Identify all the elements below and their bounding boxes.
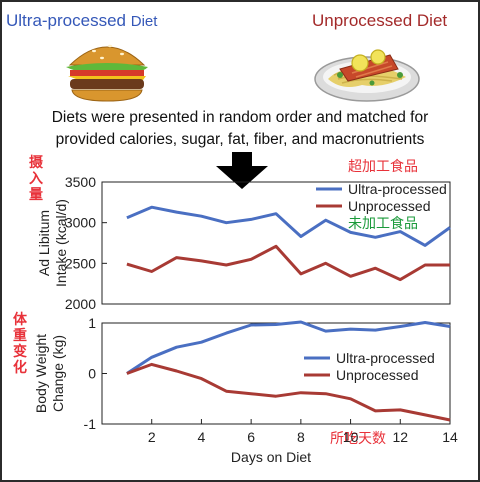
intake-ytick-label: 3000 [65, 215, 96, 231]
ultra-processed-heading-text: Ultra-processed [6, 11, 126, 30]
ultra-processed-heading-suffix: Diet [130, 13, 158, 30]
burger-icon [66, 44, 148, 102]
intake-ytick-label: 2500 [65, 255, 96, 271]
weight-ylabel-line: Change (kg) [50, 335, 66, 412]
weight-legend-label-1: Unprocessed [336, 367, 419, 383]
days-annotation-cn: 所吃天数 [330, 431, 386, 447]
weight-series-line-0 [126, 320, 451, 375]
intake-ytick-label: 2000 [65, 296, 96, 312]
weight-series-line-1 [126, 362, 451, 422]
intake-plot-frame [101, 181, 451, 305]
weight-ylabel-line: Body Weight [33, 334, 49, 413]
down-arrow-icon [216, 152, 268, 189]
weight-xtick-label: 6 [247, 429, 255, 445]
weight-ytick-label: -1 [84, 416, 97, 432]
weight-ytick-label: 1 [88, 315, 96, 331]
intake-series-line-0 [126, 205, 451, 247]
unprocessed-annotation-cn: 未加工食品 [348, 216, 418, 232]
weight-xlabel: Days on Diet [231, 449, 311, 465]
intake-ytick-label: 3500 [65, 174, 96, 190]
weight-xtick-label: 10 [343, 429, 359, 445]
ultra-processed-diet-heading: Ultra-processed Diet [6, 11, 157, 31]
intake-ylabel-line: Ad Libitum [36, 210, 52, 276]
weight-legend-label-0: Ultra-processed [336, 350, 435, 366]
weight-xtick-label: 4 [198, 429, 206, 445]
intake-annotation-cn: 摄入量 [29, 155, 43, 203]
description-line-1: Diets were presented in random order and… [51, 109, 429, 126]
weight-xtick-label: 12 [392, 429, 408, 445]
ultra-processed-annotation-cn: 超加工食品 [348, 159, 418, 175]
intake-legend-label-1: Unprocessed [348, 198, 431, 214]
unprocessed-diet-heading: Unprocessed Diet [312, 11, 448, 30]
weight-xtick-label: 8 [297, 429, 305, 445]
salmon-dish-icon [314, 49, 420, 102]
weight-change-annotation-cn: 体重变化 [13, 312, 27, 376]
intake-legend-label-0: Ultra-processed [348, 181, 447, 197]
intake-ylabel-line: Intake (kcal/d) [53, 199, 69, 287]
weight-xtick-label: 2 [148, 429, 156, 445]
weight-ytick-label: 0 [88, 366, 96, 382]
weight-xtick-label: 14 [442, 429, 458, 445]
description-line-2: provided calories, sugar, fat, fiber, an… [55, 131, 425, 148]
intake-series-line-1 [126, 244, 450, 282]
